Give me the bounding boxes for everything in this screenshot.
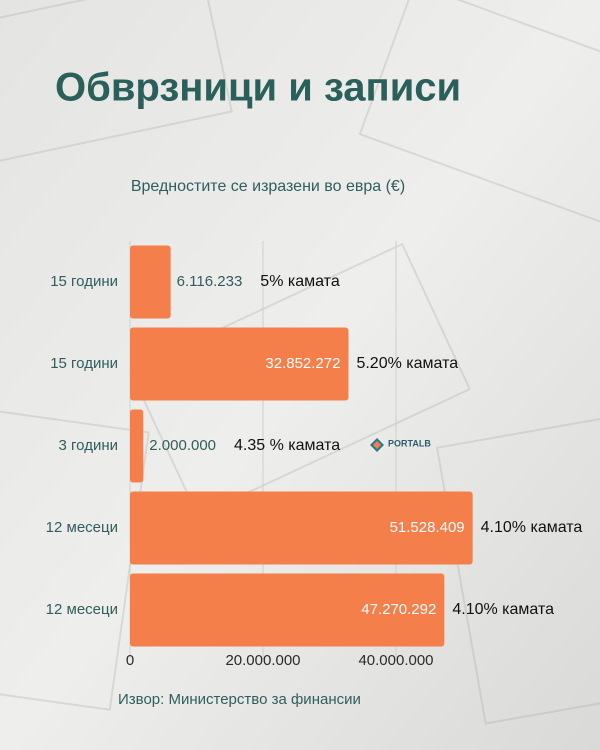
category-label: 12 месеци (46, 519, 118, 536)
annotation: 5.20% камата (356, 355, 458, 372)
logo: PORTALB (370, 438, 431, 452)
annotation: 4.35 % камата (234, 437, 340, 454)
chart-title: Обврзници и записи (55, 66, 461, 110)
bar (130, 245, 171, 319)
bar (130, 491, 473, 565)
banknote-pattern (0, 0, 600, 725)
plot: 0 20.000.000 40.000.000 15 години 6.116.233 5… (46, 241, 583, 669)
bar (130, 327, 349, 401)
source: Извор: Министерство за финансии (118, 691, 361, 708)
value-label: 6.116.233 (177, 273, 243, 290)
bar (130, 573, 445, 647)
logo-icon-inner (373, 441, 381, 449)
logo-text: PORTALB (388, 438, 431, 448)
annotation: 5% камата (260, 273, 340, 290)
x-tick-label: 40.000.000 (358, 652, 433, 669)
category-label: 3 години (59, 437, 118, 454)
value-label: 2.000.000 (149, 437, 216, 454)
value-label: 51.528.409 (390, 519, 465, 536)
category-label: 15 години (50, 355, 118, 372)
x-tick-label: 20.000.000 (225, 652, 300, 669)
value-label: 32.852.272 (265, 355, 340, 372)
value-label: 47.270.292 (361, 601, 436, 618)
category-label: 12 месеци (46, 601, 118, 618)
category-label: 15 години (50, 273, 118, 290)
annotation: 4.10% камата (452, 601, 554, 618)
chart-subtitle: Вредностите се изразени во евра (€) (131, 178, 405, 195)
annotation: 4.10% камата (481, 519, 583, 536)
x-tick-label: 0 (126, 652, 134, 669)
bar (130, 409, 144, 483)
